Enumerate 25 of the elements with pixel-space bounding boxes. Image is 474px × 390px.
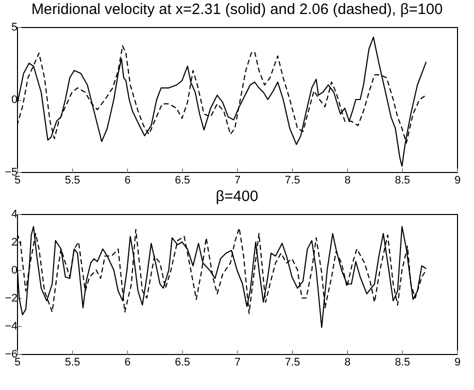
x-tick-label: 7: [234, 356, 241, 368]
x-tick-label: 8: [344, 174, 351, 186]
y-tick-label: −2: [4, 292, 18, 304]
x-tick-label: 6: [124, 356, 131, 368]
y-tick-label: 4: [11, 208, 18, 220]
x-tick-label: 8: [344, 356, 351, 368]
chart-title: β=400: [216, 188, 258, 205]
y-tick-label: 2: [11, 236, 18, 248]
y-tick-label: 0: [11, 94, 18, 106]
x-tick-label: 8.5: [394, 356, 410, 368]
y-tick-label: 5: [11, 22, 18, 34]
x-tick-label: 7: [234, 174, 241, 186]
y-tick-label: 0: [11, 264, 18, 276]
x-tick-label: 7.5: [284, 356, 300, 368]
x-tick-label: 9: [454, 174, 461, 186]
y-tick-label: −4: [4, 320, 18, 332]
x-tick-label: 6: [124, 174, 131, 186]
x-tick-label: 7.5: [284, 174, 300, 186]
x-tick-label: 6.5: [174, 356, 190, 368]
chart-title: Meridional velocity at x=2.31 (solid) and 2.06 (dashed), β=100: [31, 1, 443, 18]
x-tick-label: 5.5: [64, 174, 80, 186]
x-tick-label: 5.5: [64, 356, 80, 368]
x-tick-label: 6.5: [174, 174, 190, 186]
x-tick-label: 8.5: [394, 174, 410, 186]
x-tick-label: 9: [454, 356, 461, 368]
